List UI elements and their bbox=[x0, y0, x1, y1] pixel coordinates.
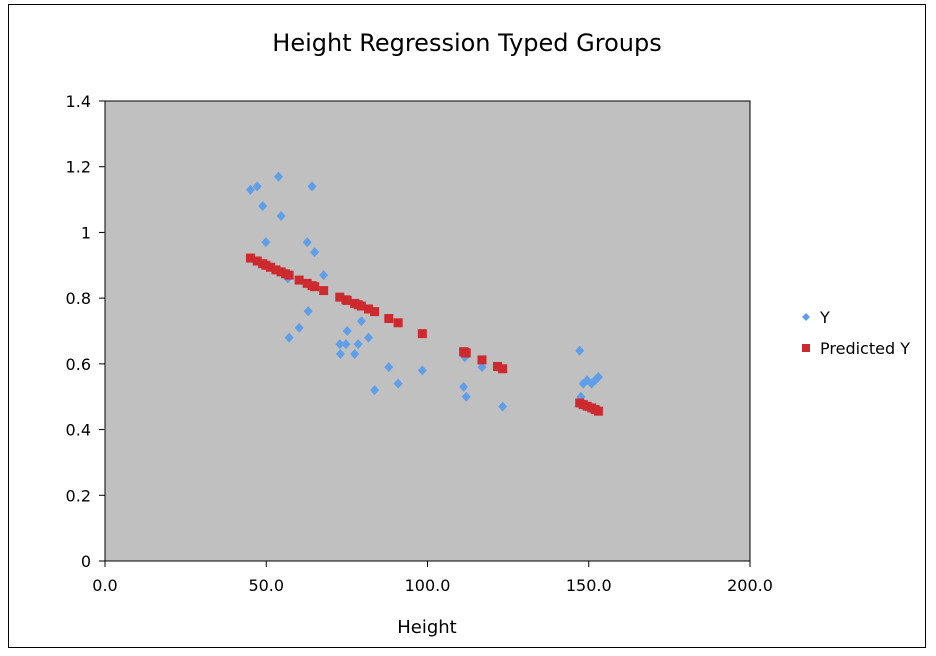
data-point-predicted-y bbox=[276, 267, 286, 277]
y-tick-label: 0.8 bbox=[66, 289, 91, 308]
data-point-predicted-y bbox=[356, 301, 366, 311]
series-y bbox=[245, 171, 603, 412]
data-point-y bbox=[303, 306, 313, 317]
data-point-predicted-y bbox=[302, 278, 312, 288]
x-axis-label: Height bbox=[397, 617, 457, 638]
data-point-y bbox=[363, 332, 373, 343]
data-point-y bbox=[593, 372, 603, 382]
data-point-y bbox=[261, 237, 271, 248]
legend-label-predicted-y: Predicted Y bbox=[820, 339, 910, 358]
data-point-y bbox=[353, 339, 363, 350]
legend: Y Predicted Y bbox=[802, 308, 910, 358]
y-tick-label: 0.4 bbox=[66, 421, 91, 440]
data-point-y bbox=[307, 181, 317, 192]
data-point-y bbox=[461, 391, 471, 402]
series-predicted-y bbox=[245, 253, 603, 416]
data-point-y bbox=[294, 322, 304, 333]
data-point-y bbox=[342, 326, 352, 336]
y-tick-label: 1.2 bbox=[66, 158, 91, 177]
data-point-y bbox=[370, 385, 380, 396]
data-point-y bbox=[252, 181, 262, 192]
legend-marker-y bbox=[802, 313, 810, 321]
data-point-predicted-y bbox=[461, 348, 471, 358]
data-point-y bbox=[393, 378, 403, 389]
data-point-predicted-y bbox=[582, 401, 592, 411]
data-point-predicted-y bbox=[319, 286, 329, 296]
data-point-y bbox=[310, 247, 320, 258]
scatter-chart: Height Regression Typed Groups 0 0.2 0.4 0.… bbox=[66, 29, 911, 638]
legend-label-y: Y bbox=[819, 308, 830, 327]
y-tick-label: 1.4 bbox=[66, 92, 91, 111]
data-point-predicted-y bbox=[498, 364, 508, 374]
series-layer bbox=[245, 171, 603, 416]
data-point-y bbox=[356, 316, 366, 327]
data-point-y bbox=[575, 345, 585, 356]
y-tick-label: 0.6 bbox=[66, 355, 91, 374]
data-point-y bbox=[284, 332, 294, 343]
y-tick-label: 0.2 bbox=[66, 486, 91, 505]
x-tick-label: 50.0 bbox=[248, 576, 284, 595]
data-point-y bbox=[335, 339, 345, 350]
data-point-predicted-y bbox=[284, 270, 294, 280]
data-point-predicted-y bbox=[417, 329, 427, 339]
data-point-y bbox=[477, 362, 487, 373]
data-point-predicted-y bbox=[271, 265, 281, 275]
x-axis: 0.0 50.0 100.0 150.0 200.0 bbox=[92, 561, 773, 595]
data-point-y bbox=[258, 201, 268, 212]
y-tick-label: 0 bbox=[81, 552, 91, 571]
x-tick-label: 200.0 bbox=[727, 576, 773, 595]
data-point-y bbox=[384, 362, 394, 373]
data-point-y bbox=[319, 270, 329, 281]
data-point-y bbox=[498, 401, 508, 412]
legend-marker-predicted-y bbox=[802, 344, 810, 352]
data-point-predicted-y bbox=[265, 262, 275, 272]
data-point-y bbox=[350, 349, 360, 359]
plot-area bbox=[104, 100, 751, 562]
data-point-predicted-y bbox=[252, 256, 262, 266]
data-point-y bbox=[335, 349, 345, 359]
y-tick-label: 1 bbox=[81, 223, 91, 242]
x-tick-label: 0.0 bbox=[92, 576, 117, 595]
data-point-y bbox=[245, 184, 255, 195]
chart-frame: Height Regression Typed Groups 0 0.2 0.4 0.… bbox=[8, 4, 926, 648]
data-point-predicted-y bbox=[342, 295, 352, 305]
data-point-predicted-y bbox=[593, 406, 603, 416]
data-point-y bbox=[341, 339, 351, 350]
data-point-predicted-y bbox=[310, 282, 320, 292]
chart-title: Height Regression Typed Groups bbox=[272, 29, 661, 57]
data-point-predicted-y bbox=[384, 314, 394, 324]
data-point-predicted-y bbox=[245, 253, 255, 263]
data-point-predicted-y bbox=[393, 318, 403, 328]
data-point-predicted-y bbox=[294, 275, 304, 285]
data-point-y bbox=[459, 381, 469, 392]
data-point-predicted-y bbox=[335, 292, 345, 302]
data-point-predicted-y bbox=[363, 304, 373, 314]
data-point-y bbox=[302, 237, 312, 248]
x-tick-label: 150.0 bbox=[566, 576, 612, 595]
data-point-y bbox=[274, 171, 284, 182]
data-point-predicted-y bbox=[261, 260, 271, 270]
data-point-predicted-y bbox=[477, 355, 487, 365]
data-point-predicted-y bbox=[492, 361, 502, 371]
data-point-y bbox=[417, 365, 427, 376]
data-point-y bbox=[276, 211, 286, 221]
x-tick-label: 100.0 bbox=[405, 576, 451, 595]
y-axis: 0 0.2 0.4 0.6 0.8 1 1.2 1.4 bbox=[66, 92, 105, 571]
data-point-predicted-y bbox=[370, 307, 380, 317]
